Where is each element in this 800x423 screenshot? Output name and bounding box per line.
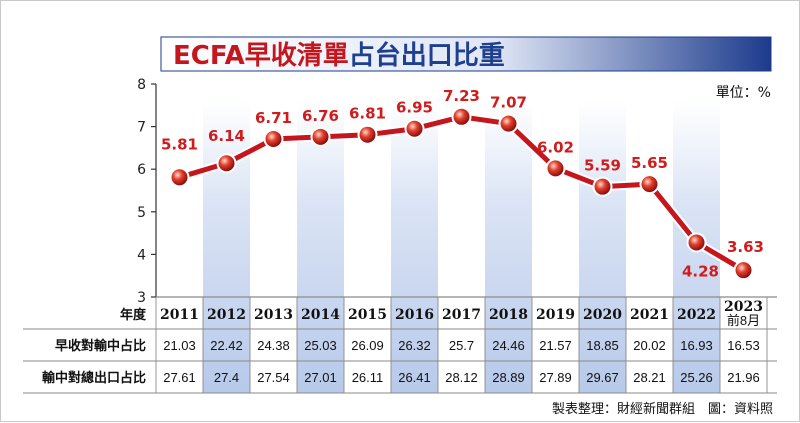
- table-row-label: 早收對輸中占比: [55, 338, 146, 354]
- unit-label: 單位：%: [716, 85, 771, 101]
- data-label: 3.63: [727, 238, 764, 256]
- y-tick-label: 7: [137, 120, 146, 136]
- y-tick-label: 4: [137, 247, 146, 263]
- column-band: [391, 101, 438, 393]
- table-cell: 21.57: [539, 338, 572, 353]
- x-category-label: 2017: [442, 307, 481, 323]
- data-label: 6.81: [349, 105, 386, 123]
- data-point: [265, 130, 282, 147]
- table-cell: 22.42: [210, 338, 243, 353]
- table-cell: 28.12: [445, 370, 478, 385]
- column-band: [203, 101, 250, 393]
- x-category-label: 2016: [395, 307, 434, 323]
- data-point: [735, 262, 752, 279]
- x-category-label: 2013: [254, 307, 293, 323]
- title-part-sub: 占台出口比重: [349, 40, 505, 71]
- data-point: [359, 126, 376, 143]
- data-label: 4.28: [682, 262, 719, 280]
- series-line-group: 5.81 6.14 6.71 6.76 6.81 6.95 7.23 7.07 6.02 5.59…: [161, 87, 764, 281]
- column-band: [297, 101, 344, 393]
- table-cell: 25.7: [449, 338, 474, 353]
- column-band: [485, 101, 532, 393]
- x-category-label: 2015: [348, 307, 387, 323]
- x-category-label: 2020: [583, 307, 622, 323]
- column-band: [579, 101, 626, 393]
- credit-line: 製表整理：財經新聞群組 圖：資料照: [552, 401, 773, 417]
- title-bar-border: [160, 36, 772, 72]
- x-category-label: 2014: [301, 307, 340, 323]
- data-label: 5.65: [631, 154, 668, 172]
- y-tick-label: 5: [137, 205, 146, 221]
- table-cell: 25.03: [304, 338, 337, 353]
- table-cell: 24.46: [492, 338, 525, 353]
- table-cell: 26.09: [351, 338, 384, 353]
- title-part-main: ECFA早收清單: [173, 41, 349, 71]
- data-point: [688, 234, 705, 251]
- data-point: [641, 176, 658, 193]
- table-cell: 21.03: [163, 338, 196, 353]
- data-point: [594, 178, 611, 195]
- data-point: [547, 160, 564, 177]
- table-cell: 26.32: [398, 338, 431, 353]
- data-table-grid: [23, 296, 777, 394]
- x-category-label: 2022: [677, 307, 716, 323]
- data-point: [171, 169, 188, 186]
- table-cell: 28.89: [492, 370, 525, 385]
- table-cell: 16.53: [727, 338, 760, 353]
- data-label: 6.14: [208, 127, 245, 145]
- data-label: 5.81: [161, 135, 198, 153]
- data-point: [406, 120, 423, 137]
- table-cell: 27.61: [163, 370, 196, 385]
- table-cell: 24.38: [257, 338, 290, 353]
- x-category-label: 2019: [536, 307, 575, 323]
- y-tick-label: 8: [137, 77, 146, 93]
- x-category-note: 前8月: [727, 313, 760, 328]
- data-point: [312, 128, 329, 145]
- data-label: 6.95: [396, 99, 433, 117]
- table-cell: 27.54: [257, 370, 290, 385]
- title-bar: [161, 37, 771, 71]
- x-category-label: 2012: [207, 307, 246, 323]
- data-label: 6.76: [302, 107, 339, 125]
- table-cell: 26.41: [398, 370, 431, 385]
- y-axis: 3 4 5 6 7 8: [137, 77, 157, 306]
- y-tick-label: 3: [137, 290, 146, 306]
- table-cell: 16.93: [680, 338, 713, 353]
- chart-title: ECFA早收清單占台出口比重: [173, 40, 505, 71]
- table-cell: 20.02: [633, 338, 666, 353]
- x-category-label: 2011: [160, 307, 199, 323]
- table-cell: 28.21: [633, 370, 666, 385]
- data-label: 7.07: [490, 94, 527, 112]
- table-cell: 27.4: [214, 370, 239, 385]
- table-header-label: 年度: [120, 307, 147, 323]
- data-label: 7.23: [443, 87, 480, 105]
- table-cell: 27.89: [539, 370, 572, 385]
- table-cell: 25.26: [680, 370, 713, 385]
- data-point: [453, 108, 470, 125]
- data-point: [500, 115, 517, 132]
- data-label: 6.02: [537, 138, 574, 156]
- table-cell: 21.96: [727, 370, 760, 385]
- table-row-label: 輸中對總出口占比: [42, 370, 146, 386]
- data-point: [218, 155, 235, 172]
- x-category-label: 2021: [630, 307, 669, 323]
- table-cell: 27.01: [304, 370, 337, 385]
- table-cell: 26.11: [352, 370, 384, 385]
- y-tick-label: 6: [137, 162, 146, 178]
- x-category-label: 2023: [724, 299, 763, 315]
- data-label: 5.59: [584, 157, 621, 175]
- x-category-label: 2018: [489, 307, 528, 323]
- data-label: 6.71: [255, 109, 292, 127]
- data-table: 年度 2011 2012 2013 2014 2015 2016 2017 2018 2019 20…: [42, 299, 763, 386]
- table-cell: 29.67: [586, 370, 619, 385]
- table-cell: 18.85: [586, 338, 619, 353]
